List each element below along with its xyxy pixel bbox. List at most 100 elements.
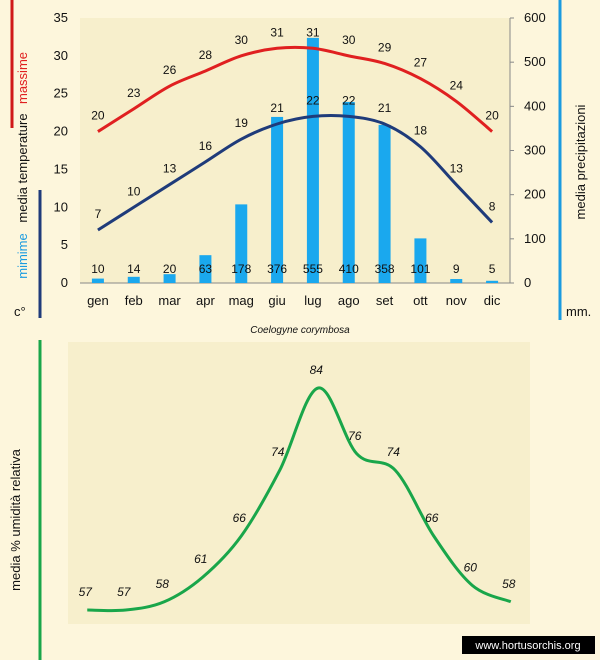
min-temp-label: 7 (95, 207, 102, 221)
category-label: lug (304, 293, 321, 308)
max-temp-label: 26 (163, 63, 177, 77)
top-plot-area (80, 18, 510, 283)
left-tick-label: 35 (54, 10, 68, 25)
min-temp-label: 22 (342, 93, 356, 107)
min-temp-label: 21 (378, 101, 392, 115)
max-temp-line (97, 45, 494, 133)
precip-bar (306, 37, 319, 283)
max-temp-label: 29 (378, 40, 392, 54)
humidity-label: 58 (156, 577, 170, 591)
precip-bar (378, 124, 391, 283)
humidity-label: 66 (425, 511, 439, 525)
max-temp-label: 23 (127, 86, 141, 100)
left-unit: c° (14, 304, 26, 319)
max-temp-label: 28 (199, 48, 213, 62)
max-temp-label: 27 (414, 56, 428, 70)
category-label: mag (229, 293, 254, 308)
max-temp-label: 20 (485, 109, 499, 123)
left-title-temperature: media temperature (15, 113, 30, 222)
category-label: mar (158, 293, 181, 308)
left-tick-label: 15 (54, 161, 68, 176)
right-tick-label: 200 (524, 187, 546, 202)
min-temp-label: 16 (199, 139, 213, 153)
right-tick-label: 600 (524, 10, 546, 25)
category-label: ott (413, 293, 428, 308)
max-temp-label: 31 (270, 25, 284, 39)
category-label: gen (87, 293, 109, 308)
left-tick-label: 25 (54, 86, 68, 101)
category-label: dic (484, 293, 501, 308)
humidity-label: 61 (194, 552, 207, 566)
category-label: apr (196, 293, 215, 308)
precip-bar-label: 20 (163, 262, 177, 276)
min-temp-label: 21 (270, 101, 284, 115)
humidity-label: 76 (348, 429, 362, 443)
precip-bar (414, 238, 427, 283)
humidity-label: 84 (310, 363, 324, 377)
left-tick-label: 10 (54, 199, 68, 214)
left-title-minime: mimime (15, 233, 30, 279)
precip-bar (91, 278, 104, 283)
left-tick-label: 5 (61, 237, 68, 252)
min-temp-line (97, 113, 494, 232)
precip-bar-label: 101 (410, 262, 430, 276)
category-label: nov (446, 293, 467, 308)
min-temp-label: 13 (450, 162, 464, 176)
left-tick-label: 20 (54, 124, 68, 139)
humidity-label: 57 (79, 585, 94, 599)
right-tick-label: 300 (524, 143, 546, 158)
precip-bar (450, 279, 463, 283)
right-tick-label: 100 (524, 231, 546, 246)
precip-bar (271, 116, 284, 283)
humidity-label: 74 (387, 445, 401, 459)
precip-bar-label: 178 (231, 262, 251, 276)
precip-bar (163, 274, 176, 283)
humidity-label: 66 (233, 511, 247, 525)
min-temp-label: 10 (127, 184, 141, 198)
humidity-axis-title: media % umidità relativa (8, 448, 23, 590)
precip-bar-label: 376 (267, 262, 287, 276)
precip-bar-label: 410 (339, 262, 359, 276)
min-temp-label: 8 (489, 199, 496, 213)
humidity-label: 60 (464, 560, 478, 574)
precip-bar (235, 204, 248, 283)
precip-bar-label: 9 (453, 262, 460, 276)
precip-bar-label: 358 (375, 262, 395, 276)
precip-bar (342, 101, 355, 284)
species-caption: Coelogyne corymbosa (250, 325, 350, 336)
max-temp-label: 24 (450, 78, 464, 92)
left-tick-label: 30 (54, 48, 68, 63)
max-temp-label: 30 (235, 33, 249, 47)
max-temp-label: 31 (306, 25, 320, 39)
precip-bar (127, 276, 140, 283)
min-temp-label: 22 (306, 93, 320, 107)
watermark-bg (462, 636, 595, 654)
left-title-massime: massime (15, 52, 30, 104)
category-label: set (376, 293, 394, 308)
humidity-label: 74 (271, 445, 285, 459)
precip-bar-label: 555 (303, 262, 323, 276)
min-temp-label: 13 (163, 162, 177, 176)
max-temp-label: 30 (342, 33, 356, 47)
humidity-label: 58 (502, 577, 516, 591)
category-label: ago (338, 293, 360, 308)
watermark: www.hortusorchis.org (474, 640, 580, 652)
precip-bar-label: 10 (91, 262, 105, 276)
precip-bar-label: 14 (127, 262, 141, 276)
right-title-precipitazioni: media precipitazioni (573, 104, 588, 219)
left-tick-label: 0 (61, 275, 68, 290)
right-unit: mm. (566, 304, 591, 319)
right-tick-label: 500 (524, 54, 546, 69)
precip-bar (199, 255, 212, 283)
max-temp-label: 20 (91, 109, 105, 123)
right-tick-label: 400 (524, 98, 546, 113)
bottom-plot-area (68, 342, 530, 624)
min-temp-label: 19 (235, 116, 249, 130)
category-label: feb (125, 293, 143, 308)
precip-bar (486, 280, 499, 283)
humidity-line (87, 386, 512, 613)
humidity-label: 57 (117, 585, 132, 599)
right-tick-label: 0 (524, 275, 531, 290)
min-temp-label: 18 (414, 124, 428, 138)
